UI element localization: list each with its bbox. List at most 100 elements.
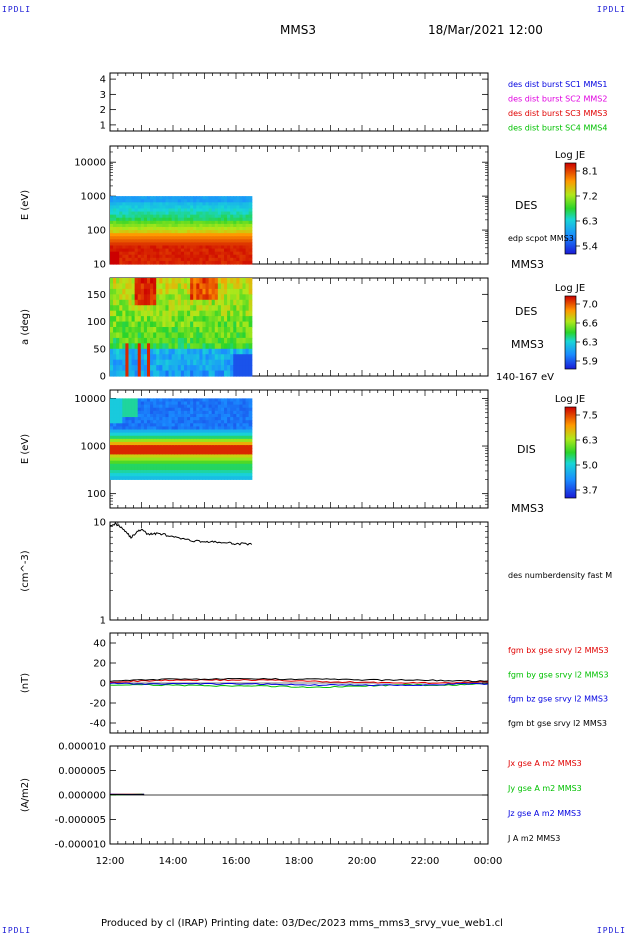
panel-label: 140-167 eV	[496, 372, 554, 383]
y-tick-label: 0.000000	[58, 791, 106, 802]
spectrogram-cell	[249, 311, 253, 317]
legend-entry: Jx gse A m2 MMS3	[507, 759, 582, 768]
time-tick-label: 22:00	[411, 856, 440, 867]
colorbar-tick-label: 5.0	[582, 461, 598, 472]
panel-label: edp scpot MMS3	[508, 234, 574, 243]
panel-label: DES	[515, 305, 537, 318]
spectrogram-cell	[249, 360, 253, 366]
spectrogram-cell	[249, 349, 253, 355]
legend-entry: des dist burst SC1 MMS1	[508, 80, 607, 89]
time-tick-label: 16:00	[222, 856, 251, 867]
time-tick-label: 14:00	[159, 856, 188, 867]
colorbar-title: Log JE	[555, 394, 585, 405]
spectrogram-cell	[249, 327, 253, 333]
y-tick-label: 3	[100, 90, 106, 101]
time-tick-label: 18:00	[285, 856, 314, 867]
y-tick-label: 1000	[81, 442, 106, 453]
spectrogram-cell	[249, 338, 253, 344]
y-axis-label: E (eV)	[20, 190, 31, 220]
spectrogram-cell	[249, 294, 253, 300]
spectrogram-cell	[249, 365, 253, 371]
legend-entry: fgm bt gse srvy l2 MMS3	[508, 719, 607, 728]
spectrogram-cell	[249, 261, 253, 265]
colorbar-tick-label: 6.3	[582, 338, 598, 349]
y-tick-label: 100	[87, 489, 106, 500]
legend-entry: fgm bz gse srvy l2 MMS3	[508, 695, 608, 704]
spectrogram-cell	[249, 371, 253, 377]
y-tick-label: 1	[100, 120, 106, 131]
spectrogram-cell	[249, 322, 253, 328]
legend-entry: Jy gse A m2 MMS3	[507, 784, 582, 793]
y-tick-label: 2	[100, 105, 106, 116]
spectrogram-cell	[249, 476, 253, 480]
colorbar-dis-energy	[565, 407, 576, 498]
spectrogram-cell	[249, 300, 253, 306]
colorbar-title: Log JE	[555, 150, 585, 161]
colorbar-title: Log JE	[555, 283, 585, 294]
y-tick-label: 100	[87, 226, 106, 237]
y-tick-label: 0	[100, 679, 106, 690]
legend-entry: fgm bx gse srvy l2 MMS3	[508, 646, 609, 655]
spectrogram-cell	[249, 354, 253, 360]
y-tick-label: 10000	[74, 158, 106, 169]
panel-label: MMS3	[511, 258, 544, 271]
series-line-density	[110, 523, 252, 545]
y-axis-label: E (eV)	[20, 434, 31, 464]
panel-frame	[110, 73, 488, 131]
y-tick-label: 10	[93, 260, 106, 271]
y-tick-label: 1	[100, 616, 106, 627]
colorbar-tick-label: 6.3	[582, 436, 598, 447]
y-axis-label: (nT)	[20, 673, 31, 693]
y-tick-label: -20	[90, 699, 106, 710]
legend-entry: des numberdensity fast M	[508, 571, 612, 580]
y-tick-label: -40	[90, 719, 106, 730]
time-tick-label: 20:00	[348, 856, 377, 867]
colorbar-tick-label: 6.3	[582, 217, 598, 228]
y-tick-label: -0.000010	[55, 840, 106, 851]
legend-entry: des dist burst SC3 MMS3	[508, 109, 607, 118]
spectrogram-cell	[249, 289, 253, 295]
y-tick-label: 0	[100, 372, 106, 383]
panel-frame	[110, 522, 488, 620]
y-tick-label: 4	[100, 75, 106, 86]
panel-label: MMS3	[511, 338, 544, 351]
y-tick-label: 1000	[81, 192, 106, 203]
spectrogram-cell	[249, 305, 253, 311]
y-tick-label: 40	[93, 639, 106, 650]
y-tick-label: -0.000005	[55, 815, 106, 826]
y-tick-label: 100	[87, 317, 106, 328]
y-tick-label: 20	[93, 659, 106, 670]
colorbar-tick-label: 7.0	[582, 300, 598, 311]
y-axis-label: (cm^-3)	[20, 550, 31, 591]
footer-credit: Produced by cl (IRAP) Printing date: 03/…	[101, 918, 503, 929]
legend-entry: Jz gse A m2 MMS3	[507, 809, 581, 818]
colorbar-tick-label: 5.9	[582, 357, 598, 368]
y-axis-label: a (deg)	[20, 309, 31, 345]
spectrogram-cell	[249, 332, 253, 338]
y-tick-label: 150	[87, 290, 106, 301]
y-tick-label: 10	[93, 518, 106, 529]
colorbar-tick-label: 5.4	[582, 242, 598, 253]
legend-entry: J A m2 MMS3	[507, 834, 560, 843]
time-tick-label: 00:00	[474, 856, 503, 867]
time-tick-label: 12:00	[96, 856, 125, 867]
spectrogram-cell	[249, 316, 253, 322]
panel-label: DES	[515, 199, 537, 212]
colorbar-des-pitch	[565, 296, 576, 369]
y-axis-label: (A/m2)	[20, 778, 31, 812]
spectrogram-cell	[249, 278, 253, 284]
panel-label: DIS	[517, 443, 536, 456]
panel-label: MMS3	[511, 502, 544, 515]
legend-entry: des dist burst SC4 MMS4	[508, 124, 607, 133]
legend-entry: des dist burst SC2 MMS2	[508, 95, 607, 104]
y-tick-label: 0.000005	[58, 766, 106, 777]
colorbar-tick-label: 6.6	[582, 319, 598, 330]
colorbar-tick-label: 7.5	[582, 411, 598, 422]
y-tick-label: 50	[93, 344, 106, 355]
spectrogram-cell	[249, 283, 253, 289]
colorbar-tick-label: 3.7	[582, 486, 598, 497]
colorbar-tick-label: 7.2	[582, 192, 598, 203]
spectrogram-cell	[249, 343, 253, 349]
y-tick-label: 10000	[74, 394, 106, 405]
